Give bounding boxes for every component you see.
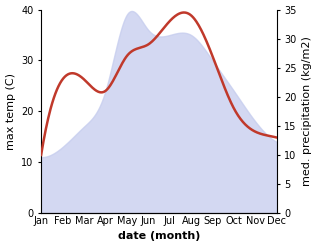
Y-axis label: med. precipitation (kg/m2): med. precipitation (kg/m2) — [302, 36, 313, 186]
X-axis label: date (month): date (month) — [118, 231, 200, 242]
Y-axis label: max temp (C): max temp (C) — [5, 73, 16, 150]
